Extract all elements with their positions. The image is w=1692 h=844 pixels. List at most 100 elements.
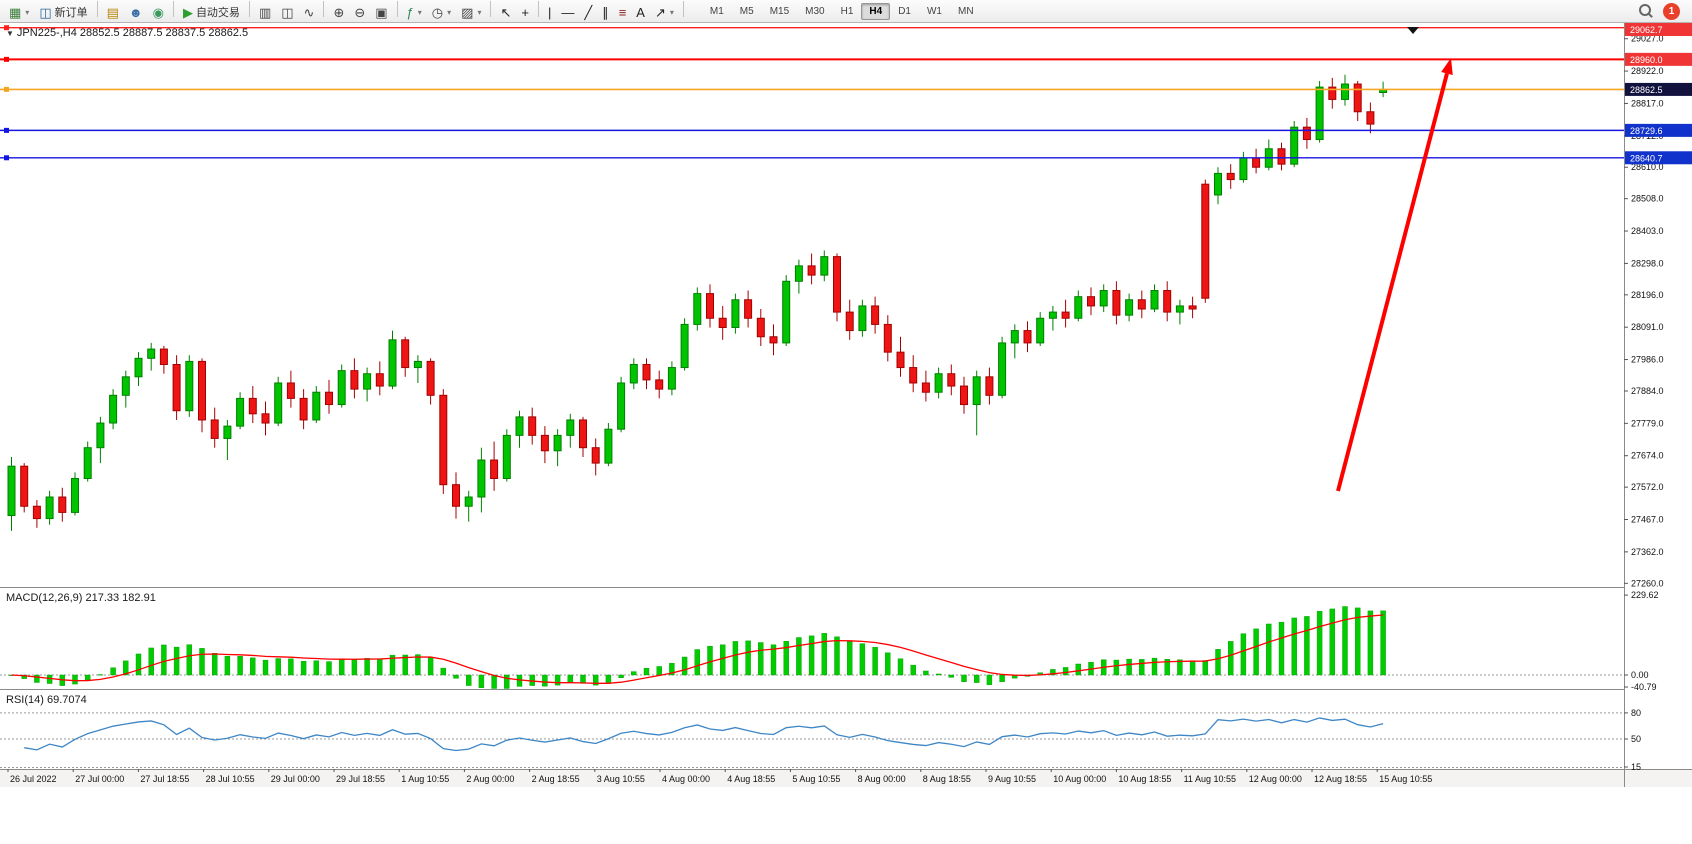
svg-text:28922.0: 28922.0 [1631,66,1664,76]
cursor-icon[interactable]: ↖ [495,3,516,22]
svg-text:1 Aug 10:55: 1 Aug 10:55 [401,774,449,784]
crosshair-icon[interactable]: + [516,3,534,22]
horizontal-line-icon[interactable]: ― [556,3,579,22]
toolbar-separator [323,0,325,17]
channel-icon[interactable]: ∥ [597,3,614,22]
svg-text:5 Aug 10:55: 5 Aug 10:55 [792,774,840,784]
horizontal-line-icon: ― [561,4,575,20]
svg-text:12 Aug 18:55: 12 Aug 18:55 [1314,774,1367,784]
timeframe-m1[interactable]: M1 [709,5,724,17]
toolbar-separator [96,0,98,17]
auto-trading-button[interactable]: ▶ 自动交易 [178,3,245,22]
price-axis[interactable]: 29027.028922.028817.028712.028610.028508… [1624,23,1692,787]
toolbar-separator [682,0,684,17]
crosshair-icon: + [521,4,529,20]
zoom-out-icon[interactable]: ⊖ [349,3,370,22]
new-chart-icon[interactable]: ▦ ▾ [4,3,34,22]
price-chart-canvas[interactable]: 29027.028922.028817.028712.028610.028508… [0,23,1692,787]
trend-arrow[interactable] [1336,58,1453,492]
bar-chart-icon[interactable]: ▥ [254,3,276,22]
indicators-icon-caret[interactable]: ▾ [417,7,422,17]
candlestick-chart-icon[interactable]: ◫ [276,3,298,22]
panel-separators[interactable] [0,587,1692,770]
svg-text:27 Jul 18:55: 27 Jul 18:55 [140,774,189,784]
vertical-line-icon[interactable]: | [543,3,556,22]
price-marker-icon[interactable] [1407,27,1419,34]
svg-text:29027.0: 29027.0 [1631,34,1664,44]
svg-text:15 Aug 10:55: 15 Aug 10:55 [1379,774,1432,784]
templates-icon[interactable]: ▨ ▾ [456,3,486,22]
svg-text:50: 50 [1631,734,1641,744]
svg-text:4 Aug 18:55: 4 Aug 18:55 [727,774,775,784]
toolbar-right-group: 1 [1639,2,1688,20]
timeframe-w1[interactable]: W1 [926,5,942,17]
navigator-icon[interactable]: ◉ [148,3,169,22]
timeframe-m15[interactable]: M15 [769,5,790,17]
svg-text:12 Aug 00:00: 12 Aug 00:00 [1249,774,1302,784]
svg-text:10 Aug 18:55: 10 Aug 18:55 [1118,774,1171,784]
svg-text:8 Aug 00:00: 8 Aug 00:00 [858,774,906,784]
auto-trading-button-label: 自动交易 [195,7,240,19]
arrow-tools-icon[interactable]: ↗ ▾ [650,3,679,22]
periods-icon-caret[interactable]: ▾ [447,7,452,17]
timeframe-m30[interactable]: M30 [805,5,825,17]
new-chart-icon-caret[interactable]: ▾ [25,7,30,17]
svg-text:10 Aug 00:00: 10 Aug 00:00 [1053,774,1106,784]
timeframe-m5[interactable]: M5 [739,5,754,17]
rsi-layer [24,717,1384,752]
toolbar-separator [396,0,398,17]
toolbar-separator [537,0,539,17]
svg-text:27 Jul 00:00: 27 Jul 00:00 [75,774,124,784]
svg-text:15: 15 [1631,762,1641,772]
chevron-down-icon[interactable]: ▼ [6,29,14,38]
svg-text:80: 80 [1631,708,1641,718]
svg-text:-40.79: -40.79 [1631,682,1657,692]
candlestick-chart-icon: ◫ [281,4,294,20]
svg-text:28091.0: 28091.0 [1631,322,1664,332]
channel-icon: ∥ [602,4,609,20]
periods-icon[interactable]: ◷ ▾ [427,3,456,22]
svg-text:27884.0: 27884.0 [1631,386,1664,396]
horizontal-lines[interactable] [0,25,1624,161]
svg-text:27260.0: 27260.0 [1631,578,1664,588]
fibonacci-icon[interactable]: ≡ [614,3,632,22]
svg-text:27674.0: 27674.0 [1631,451,1664,461]
new-order-button[interactable]: ◫ 新订单 [34,3,92,22]
svg-text:229.62: 229.62 [1631,590,1659,600]
line-chart-icon[interactable]: ∿ [299,3,320,22]
candles-layer[interactable] [7,74,1388,531]
timeframe-h1[interactable]: H1 [840,5,854,17]
templates-icon-caret[interactable]: ▾ [477,7,482,17]
trendline-icon[interactable]: ╱ [579,3,597,22]
arrow-tools-icon: ↗ [654,4,666,20]
navigator-icon: ◉ [152,4,164,20]
cursor-icon: ↖ [500,4,512,20]
svg-text:29 Jul 00:00: 29 Jul 00:00 [271,774,320,784]
toolbar-separator [172,0,174,17]
svg-text:27362.0: 27362.0 [1631,547,1664,557]
fibonacci-icon: ≡ [618,4,627,20]
svg-text:2 Aug 00:00: 2 Aug 00:00 [466,774,514,784]
svg-text:28610.0: 28610.0 [1631,162,1664,172]
svg-text:28196.0: 28196.0 [1631,290,1664,300]
zoom-in-icon[interactable]: ⊕ [328,3,349,22]
notification-badge[interactable]: 1 [1663,2,1680,20]
tile-windows-icon[interactable]: ▣ [370,3,392,22]
svg-text:28508.0: 28508.0 [1631,194,1664,204]
svg-text:9 Aug 10:55: 9 Aug 10:55 [988,774,1036,784]
timeframe-mn[interactable]: MN [957,5,974,17]
svg-text:28960.0: 28960.0 [1630,55,1663,65]
time-axis[interactable]: 26 Jul 2022 27 Jul 00:00 27 Jul 18:55 28 Ju… [7,769,1432,784]
indicators-icon[interactable]: ƒ ▾ [402,3,427,22]
svg-text:28640.7: 28640.7 [1630,153,1663,163]
data-window-icon[interactable]: ☻ [124,3,148,22]
data-window-icon: ☻ [128,4,143,20]
search-icon[interactable] [1639,4,1653,18]
text-icon[interactable]: A [631,3,650,22]
timeframe-d1[interactable]: D1 [898,5,911,17]
timeframe-h4[interactable]: H4 [861,2,891,20]
market-watch-icon[interactable]: ▤ [102,3,124,22]
new-order-button-label: 新订单 [54,7,88,19]
arrow-tools-icon-caret[interactable]: ▾ [669,7,674,17]
bar-chart-icon: ▥ [258,4,272,20]
